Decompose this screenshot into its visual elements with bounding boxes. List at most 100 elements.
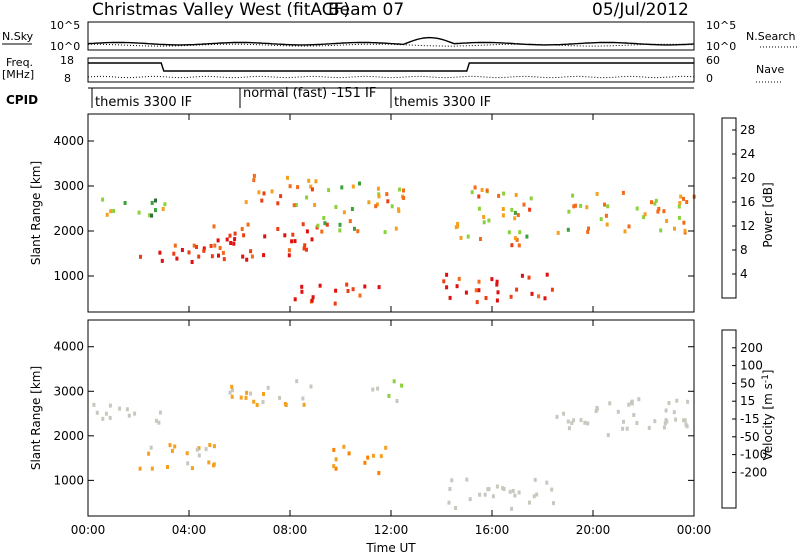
power-y-tick-label: 4000: [53, 134, 84, 148]
power-cell: [313, 203, 317, 207]
velocity-colorbar-tick-label: 50: [740, 376, 755, 390]
power-cell: [497, 193, 501, 198]
power-cell: [464, 290, 468, 295]
power-colorbar-tick-label: 4: [740, 267, 748, 281]
power-cell: [367, 200, 371, 205]
x-axis-title: Time UT: [365, 541, 416, 554]
velocity-cell: [567, 426, 571, 431]
power-cell: [501, 213, 505, 218]
power-cell: [513, 216, 517, 221]
velocity-cell: [384, 445, 388, 450]
power-cell: [197, 254, 201, 259]
power-cell: [537, 294, 541, 299]
freq-left-tick-top: 18: [60, 54, 74, 67]
power-cell: [477, 288, 481, 293]
velocity-cell: [185, 451, 189, 456]
power-cell: [288, 184, 292, 189]
power-cell: [513, 236, 517, 241]
noise-right-tick-bottom: 10^0: [706, 40, 736, 53]
power-cell: [678, 201, 682, 205]
velocity-cell: [371, 453, 375, 458]
velocity-cell: [379, 454, 383, 459]
freq-panel-frame: [87, 57, 695, 83]
velocity-x-tick-label: 04:00: [172, 523, 207, 537]
power-y-axis: 1000 2000 3000 4000: [53, 134, 694, 283]
power-cell: [402, 188, 405, 193]
power-cell: [325, 222, 329, 227]
power-cell: [605, 222, 609, 227]
power-cell: [292, 203, 296, 208]
velocity-cell: [239, 395, 243, 400]
power-cell: [595, 191, 599, 196]
velocity-cell: [204, 447, 208, 452]
velocity-cell: [376, 386, 380, 391]
power-cell: [257, 190, 261, 195]
power-cell: [192, 243, 196, 248]
velocity-cell: [532, 494, 536, 499]
velocity-cell: [513, 493, 517, 498]
power-cell: [158, 250, 162, 255]
noise-sky-line: [87, 36, 695, 46]
velocity-cell: [366, 455, 370, 460]
velocity-cell: [150, 466, 154, 471]
power-cell: [606, 204, 610, 209]
power-cell: [340, 185, 344, 190]
power-cell: [232, 241, 236, 246]
power-cell: [318, 283, 322, 288]
power-cell: [477, 279, 481, 284]
velocity-cell: [342, 444, 346, 449]
power-cell: [397, 207, 400, 212]
velocity-cell: [528, 500, 531, 505]
power-cell: [348, 219, 352, 224]
velocity-cell: [465, 477, 469, 482]
power-cell: [327, 188, 331, 193]
velocity-cell: [332, 464, 336, 469]
power-colorbar-frame: [721, 117, 737, 299]
power-cell: [314, 179, 318, 184]
power-cell: [643, 212, 647, 217]
power-cell: [682, 220, 686, 225]
velocity-cell: [377, 471, 381, 475]
power-cell: [466, 234, 470, 239]
power-cell: [276, 201, 280, 206]
velocity-cell: [447, 500, 451, 505]
power-cell: [300, 284, 304, 289]
freq-left-tick-bottom: 8: [64, 72, 71, 85]
power-cell: [585, 205, 589, 210]
power-cell: [621, 190, 625, 195]
power-cell: [263, 234, 267, 239]
velocity-cell: [491, 494, 495, 499]
power-cell: [363, 284, 367, 289]
power-cell: [567, 209, 571, 214]
power-cell: [545, 272, 549, 277]
velocity-cell: [400, 383, 404, 388]
velocity-cell: [501, 486, 505, 491]
power-cell: [516, 213, 520, 217]
power-cell: [662, 209, 666, 214]
power-colorbar-tick-label: 16: [740, 195, 755, 209]
power-cell: [233, 231, 237, 236]
power-cell: [550, 287, 554, 292]
power-cell: [385, 192, 389, 197]
power-cell: [270, 189, 274, 194]
velocity-cell: [147, 451, 151, 456]
power-cell: [604, 213, 608, 218]
power-cell: [333, 301, 337, 306]
power-cell: [445, 272, 449, 277]
power-colorbar-tick-label: 28: [740, 123, 755, 137]
velocity-x-tick-label: 00:00: [71, 523, 106, 537]
velocity-cell: [583, 420, 587, 425]
velocity-cell: [517, 490, 521, 495]
power-cell: [353, 226, 356, 231]
velocity-heatmap: [92, 379, 690, 511]
power-cell: [376, 186, 380, 191]
power-cell: [262, 253, 266, 258]
velocity-cell: [195, 447, 199, 452]
power-cell: [195, 245, 198, 249]
velocity-cell: [212, 444, 216, 449]
power-cell: [677, 215, 681, 220]
power-cell: [323, 221, 327, 226]
power-cell: [209, 244, 213, 248]
power-cell: [386, 199, 390, 204]
velocity-cell: [535, 492, 539, 497]
